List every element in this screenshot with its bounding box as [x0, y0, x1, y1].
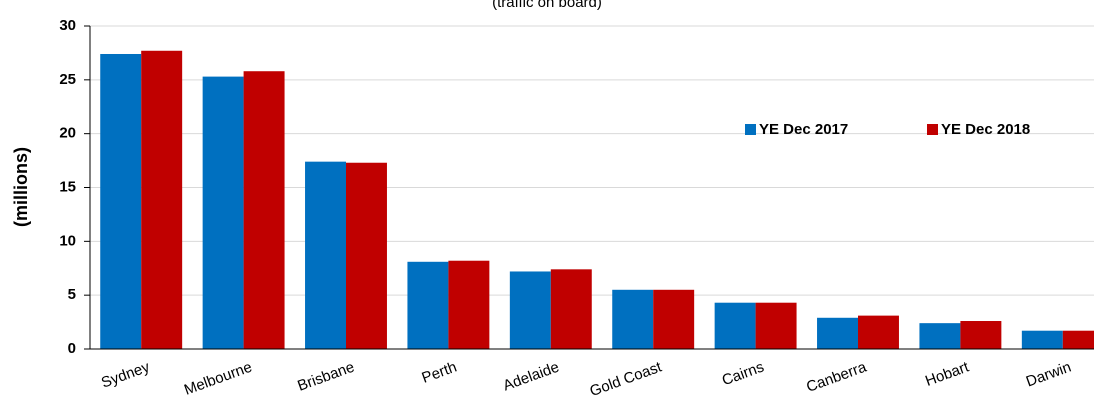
x-tick-label: Sydney: [99, 358, 152, 391]
y-axis-label: (millions): [11, 147, 31, 227]
x-tick-label: Canberra: [804, 358, 869, 396]
x-tick-label: Perth: [420, 359, 460, 387]
bar: [1062, 330, 1094, 349]
y-tick-label: 30: [59, 17, 76, 34]
bar: [612, 289, 654, 349]
x-tick-label: Brisbane: [295, 359, 356, 395]
legend-label: YE Dec 2018: [941, 121, 1030, 138]
x-tick-label: Gold Coast: [588, 358, 665, 400]
y-tick-label: 5: [68, 286, 76, 303]
legend-swatch: [927, 124, 938, 135]
bar: [858, 315, 899, 349]
bar: [305, 161, 346, 349]
bar: [141, 50, 183, 349]
y-tick-label: 25: [59, 71, 76, 88]
bar: [100, 53, 142, 349]
y-tick-label: 15: [59, 178, 76, 195]
bar: [817, 317, 858, 349]
chart-subtitle: (traffic on board): [492, 0, 602, 11]
y-tick-label: 0: [68, 340, 76, 357]
legend-label: YE Dec 2017: [759, 121, 848, 138]
bar: [509, 271, 551, 349]
y-tick-label: 20: [59, 125, 76, 142]
bar: [1021, 330, 1063, 349]
legend-swatch: [745, 124, 756, 135]
bar: [755, 302, 797, 349]
bar: [202, 76, 244, 349]
x-tick-label: Cairns: [720, 359, 767, 390]
bar: [653, 289, 695, 349]
y-tick-label: 10: [59, 232, 76, 249]
bar: [243, 71, 285, 349]
bar: [714, 302, 756, 349]
x-tick-label: Hobart: [923, 358, 972, 390]
bar: [960, 321, 1002, 349]
x-tick-label: Adelaide: [501, 359, 562, 395]
bar: [550, 269, 592, 349]
x-tick-label: Darwin: [1024, 359, 1074, 391]
x-tick-label: Melbourne: [182, 359, 254, 399]
bar: [407, 261, 449, 349]
bar: [919, 323, 961, 349]
bar: [448, 260, 490, 349]
bar: [346, 162, 387, 349]
